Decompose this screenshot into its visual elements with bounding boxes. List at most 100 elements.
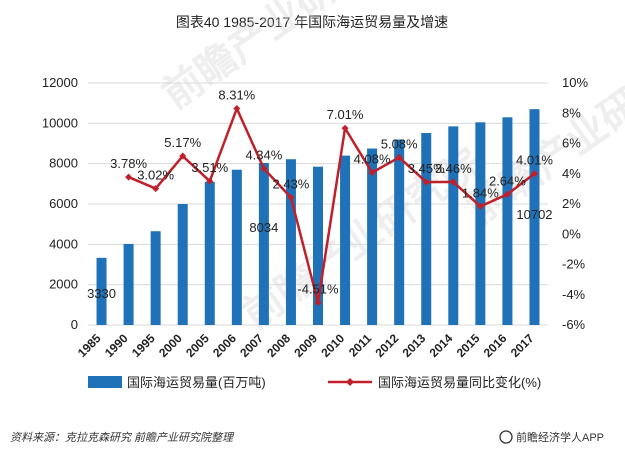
line-point: [314, 298, 322, 306]
line-data-label: 5.08%: [381, 136, 418, 151]
bar: [231, 169, 242, 325]
line-data-label: -4.51%: [297, 281, 339, 296]
line-data-label: 3.02%: [137, 168, 174, 183]
y-left-tick-label: 0: [71, 317, 78, 332]
bar: [340, 155, 351, 325]
line-data-label: 8.31%: [218, 88, 255, 103]
line-point: [422, 178, 430, 186]
line-point: [152, 185, 160, 193]
brand-logo-icon: [499, 430, 513, 444]
line-point: [368, 169, 376, 177]
line-point: [449, 178, 457, 186]
line-point: [341, 124, 349, 132]
legend: 国际海运贸易量(百万吨) 国际海运贸易量同比变化(%): [88, 375, 541, 390]
y-left-tick-label: 8000: [49, 156, 78, 171]
line-data-label: 2.64%: [489, 173, 526, 188]
line-data-label: 4.34%: [245, 148, 282, 163]
line-point: [530, 170, 538, 178]
legend-line-label: 国际海运贸易量同比变化(%): [378, 375, 541, 390]
line-data-label: 2.43%: [273, 176, 310, 191]
line-series: [125, 105, 538, 306]
line-point: [125, 173, 133, 181]
y-left-tick-label: 10000: [42, 115, 78, 130]
bar: [150, 231, 161, 325]
bar: [96, 257, 107, 325]
line-point: [260, 165, 268, 173]
bar: [394, 139, 405, 325]
y-right-tick-label: -2%: [562, 257, 586, 272]
x-tick-label: 2014: [427, 331, 456, 360]
chart-title: 图表40 1985-2017 年国际海运贸易量及增速: [176, 14, 448, 30]
line-data-label: 1.84%: [462, 185, 499, 200]
brand: 前瞻经济学人APP: [499, 430, 604, 444]
x-tick-label: 2000: [156, 331, 185, 360]
x-tick-label: 2010: [318, 331, 347, 360]
source-note: 资料来源：克拉克森研究 前瞻产业研究院整理: [10, 431, 235, 444]
line-path: [128, 107, 536, 304]
x-tick-label: 2008: [264, 331, 293, 360]
bar-data-label: 8034: [249, 220, 278, 235]
bar-series: [96, 109, 540, 326]
bar: [204, 181, 215, 325]
line-point: [395, 153, 403, 161]
y-right-tick-label: 6%: [562, 136, 581, 151]
line-data-label: 3.45%: [408, 161, 445, 176]
line-point: [233, 105, 241, 113]
x-tick-label: 1995: [129, 331, 158, 360]
x-tick-label: 2012: [373, 331, 402, 360]
bar: [367, 148, 378, 325]
x-tick-label: 1990: [102, 331, 131, 360]
x-tick-label: 2016: [481, 331, 510, 360]
bar-data-label: 10702: [516, 207, 552, 222]
x-tick-label: 2011: [346, 331, 375, 360]
brand-label: 前瞻经济学人APP: [516, 430, 604, 444]
y-right-axis: -6% -4% -2% 0% 2% 4% 6% 8% 10%: [562, 75, 588, 332]
bar: [448, 126, 459, 325]
line-data-label: 5.17%: [164, 135, 201, 150]
x-tick-label: 2015: [454, 331, 483, 360]
y-left-tick-label: 12000: [42, 75, 78, 90]
y-right-tick-label: 2%: [562, 196, 581, 211]
x-axis: 1985199019952000200520062007200820092010…: [75, 331, 537, 360]
bar: [177, 204, 188, 325]
line-data-label: 4.01%: [516, 153, 553, 168]
bar: [502, 117, 513, 326]
line-point: [503, 190, 511, 198]
y-right-tick-label: 10%: [562, 75, 588, 90]
bar: [258, 162, 269, 325]
x-tick-label: 2009: [291, 331, 320, 360]
bar: [421, 133, 432, 325]
bar: [529, 109, 540, 325]
line-data-label: 3.46%: [435, 161, 472, 176]
line-point: [206, 177, 214, 185]
data-labels: 3.78%3.02% 5.17% 3.51% 8.31% 4.34% 2.43% -4.51…: [87, 88, 553, 301]
y-left-axis: 0 2000 4000 6000 8000 10000 12000: [42, 75, 78, 332]
bar: [285, 159, 296, 325]
y-right-tick-label: 4%: [562, 166, 581, 181]
x-tick-label: 2005: [183, 331, 212, 360]
y-left-tick-label: 6000: [49, 196, 78, 211]
y-right-tick-label: 8%: [562, 105, 581, 120]
x-tick-label: 2013: [400, 331, 429, 360]
line-point: [179, 152, 187, 160]
bar-data-label: 3330: [87, 286, 116, 301]
bar: [475, 122, 486, 325]
line-point: [476, 202, 484, 210]
bar: [123, 243, 134, 325]
x-tick-label: 1985: [75, 331, 104, 360]
legend-line-marker: [346, 378, 354, 386]
legend-bar-label: 国际海运贸易量(百万吨): [127, 375, 266, 390]
line-data-label: 3.51%: [191, 160, 228, 175]
y-right-tick-label: -4%: [562, 287, 586, 302]
line-point: [287, 193, 295, 201]
line-data-label: 4.08%: [354, 152, 391, 167]
y-right-tick-label: -6%: [562, 317, 586, 332]
line-data-label: 7.01%: [327, 107, 364, 122]
line-data-label: 3.78%: [110, 156, 147, 171]
y-right-tick-label: 0%: [562, 226, 581, 241]
x-tick-label: 2006: [210, 331, 239, 360]
x-tick-label: 2017: [508, 331, 537, 360]
bar: [313, 166, 323, 325]
legend-bar-swatch: [88, 376, 122, 388]
